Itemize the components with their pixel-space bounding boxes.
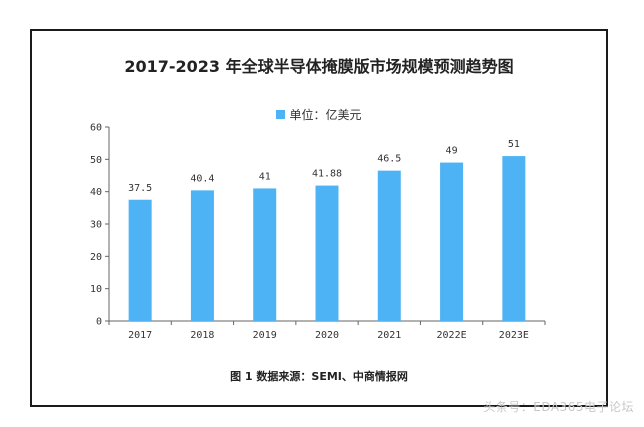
legend-label: 单位：亿美元: [289, 108, 362, 122]
x-tick-label: 2022E: [437, 330, 467, 341]
chart-title: 2017-2023 年全球半导体掩膜版市场规模预测趋势图: [124, 57, 514, 76]
bar: [128, 199, 152, 321]
data-label: 40.4: [190, 173, 214, 184]
x-tick-label: 2019: [253, 330, 277, 341]
data-label: 49: [446, 146, 458, 157]
y-tick-label: 10: [90, 284, 102, 295]
watermark: 头条号：EDA365电子论坛: [483, 400, 634, 414]
data-label: 46.5: [377, 154, 401, 165]
chart-legend: 单位：亿美元: [32, 106, 606, 123]
y-tick-label: 20: [90, 252, 102, 263]
y-tick-label: 30: [90, 220, 102, 231]
y-tick-label: 40: [90, 187, 102, 198]
bar: [502, 156, 526, 321]
y-tick-label: 50: [90, 155, 102, 166]
x-tick-label: 2023E: [499, 330, 529, 341]
x-tick-label: 2017: [128, 330, 152, 341]
data-label: 41.88: [312, 169, 342, 180]
data-label: 51: [508, 139, 520, 150]
bar: [253, 188, 277, 321]
x-tick-label: 2021: [377, 330, 401, 341]
legend-swatch: [276, 110, 286, 119]
bar: [440, 162, 464, 321]
data-label: 41: [259, 171, 271, 182]
x-tick-label: 2020: [315, 330, 339, 341]
bar: [315, 185, 339, 321]
y-tick-label: 0: [96, 317, 102, 328]
data-label: 37.5: [128, 183, 152, 194]
y-tick-label: 60: [90, 123, 102, 134]
chart-caption: 图 1 数据来源：SEMI、中商情报网: [230, 370, 408, 383]
bar: [377, 170, 401, 321]
x-tick-label: 2018: [190, 330, 214, 341]
bar: [190, 190, 214, 321]
